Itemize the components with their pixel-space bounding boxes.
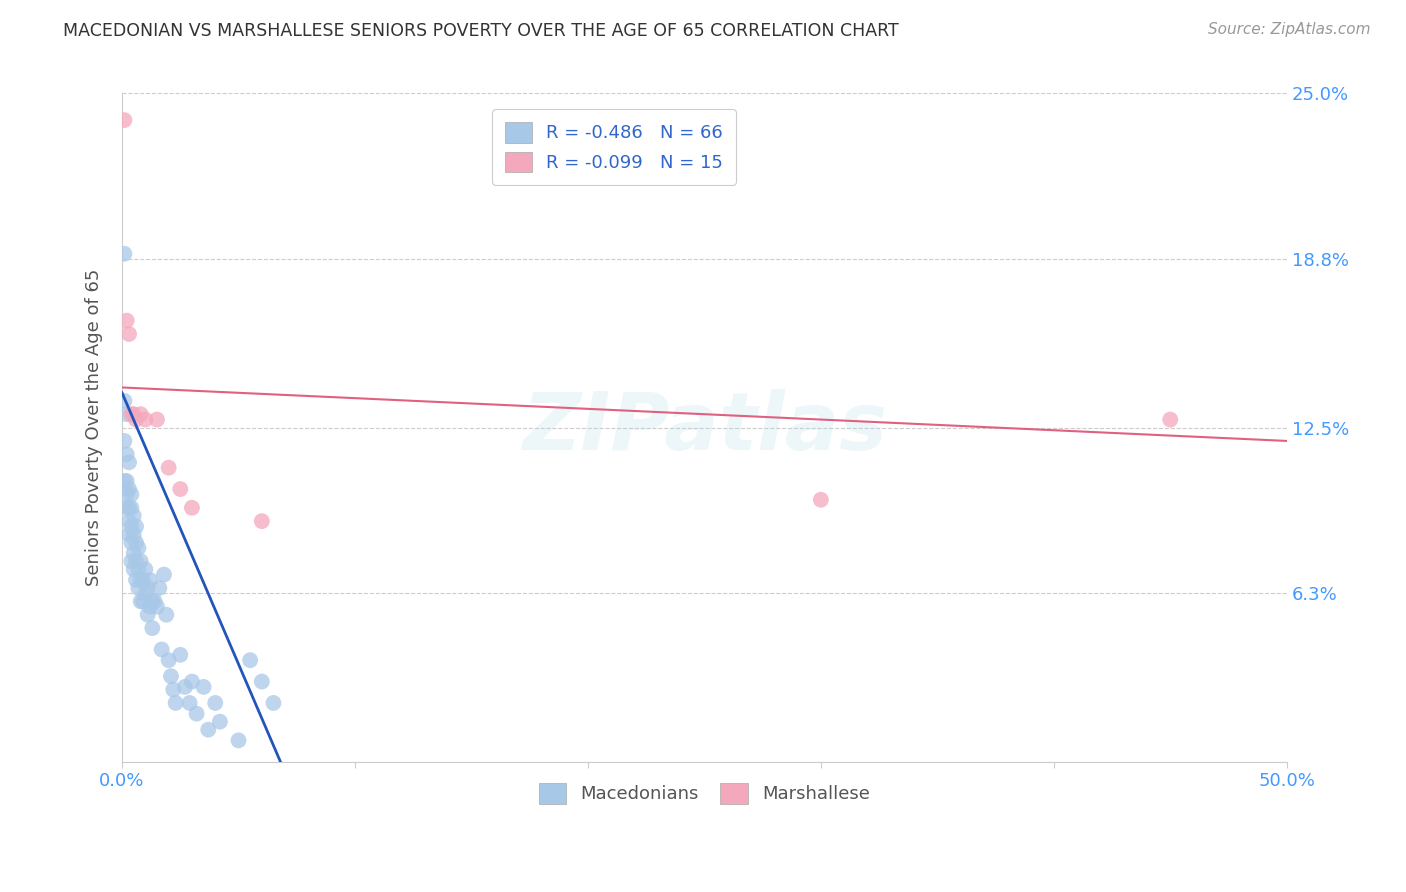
Point — [162, 682, 184, 697]
Point — [174, 680, 197, 694]
Point — [125, 412, 148, 426]
Point — [122, 546, 145, 560]
Point — [165, 696, 187, 710]
Point — [136, 607, 159, 622]
Point — [112, 434, 135, 448]
Point — [197, 723, 219, 737]
Point — [810, 492, 832, 507]
Point — [139, 599, 162, 614]
Point — [157, 653, 180, 667]
Point — [127, 541, 149, 555]
Point — [150, 642, 173, 657]
Point — [239, 653, 262, 667]
Point — [118, 326, 141, 341]
Point — [143, 594, 166, 608]
Point — [118, 500, 141, 515]
Point — [1159, 412, 1181, 426]
Point — [112, 247, 135, 261]
Point — [155, 607, 177, 622]
Text: Source: ZipAtlas.com: Source: ZipAtlas.com — [1208, 22, 1371, 37]
Point — [141, 594, 163, 608]
Point — [262, 696, 284, 710]
Point — [146, 599, 169, 614]
Y-axis label: Seniors Poverty Over the Age of 65: Seniors Poverty Over the Age of 65 — [86, 268, 103, 586]
Point — [122, 527, 145, 541]
Text: ZIPatlas: ZIPatlas — [522, 389, 887, 467]
Point — [125, 573, 148, 587]
Point — [120, 519, 142, 533]
Point — [118, 527, 141, 541]
Point — [228, 733, 250, 747]
Point — [134, 412, 156, 426]
Point — [129, 554, 152, 568]
Text: MACEDONIAN VS MARSHALLESE SENIORS POVERTY OVER THE AGE OF 65 CORRELATION CHART: MACEDONIAN VS MARSHALLESE SENIORS POVERT… — [63, 22, 898, 40]
Point — [129, 407, 152, 421]
Point — [134, 562, 156, 576]
Point — [120, 500, 142, 515]
Point — [122, 407, 145, 421]
Point — [115, 487, 138, 501]
Point — [115, 407, 138, 421]
Point — [193, 680, 215, 694]
Point — [132, 573, 155, 587]
Point — [134, 586, 156, 600]
Point — [129, 594, 152, 608]
Point — [118, 455, 141, 469]
Point — [181, 500, 204, 515]
Point — [153, 567, 176, 582]
Point — [179, 696, 201, 710]
Point — [125, 519, 148, 533]
Point — [127, 581, 149, 595]
Point — [148, 581, 170, 595]
Point — [181, 674, 204, 689]
Point — [120, 535, 142, 549]
Point — [120, 554, 142, 568]
Point — [169, 482, 191, 496]
Point — [186, 706, 208, 721]
Point — [125, 535, 148, 549]
Point — [169, 648, 191, 662]
Point — [115, 447, 138, 461]
Point — [136, 581, 159, 595]
Point — [132, 594, 155, 608]
Point — [112, 393, 135, 408]
Point — [250, 514, 273, 528]
Point — [125, 554, 148, 568]
Point — [139, 573, 162, 587]
Point — [115, 500, 138, 515]
Point — [204, 696, 226, 710]
Point — [120, 407, 142, 421]
Point — [160, 669, 183, 683]
Point — [146, 412, 169, 426]
Point — [118, 482, 141, 496]
Point — [208, 714, 231, 729]
Point — [127, 562, 149, 576]
Point — [122, 562, 145, 576]
Legend: Macedonians, Marshallese: Macedonians, Marshallese — [530, 774, 879, 813]
Point — [115, 474, 138, 488]
Point — [120, 487, 142, 501]
Point — [112, 113, 135, 128]
Point — [115, 313, 138, 327]
Point — [250, 674, 273, 689]
Point — [141, 621, 163, 635]
Point — [122, 508, 145, 523]
Point — [118, 514, 141, 528]
Point — [129, 573, 152, 587]
Point — [157, 460, 180, 475]
Point — [112, 474, 135, 488]
